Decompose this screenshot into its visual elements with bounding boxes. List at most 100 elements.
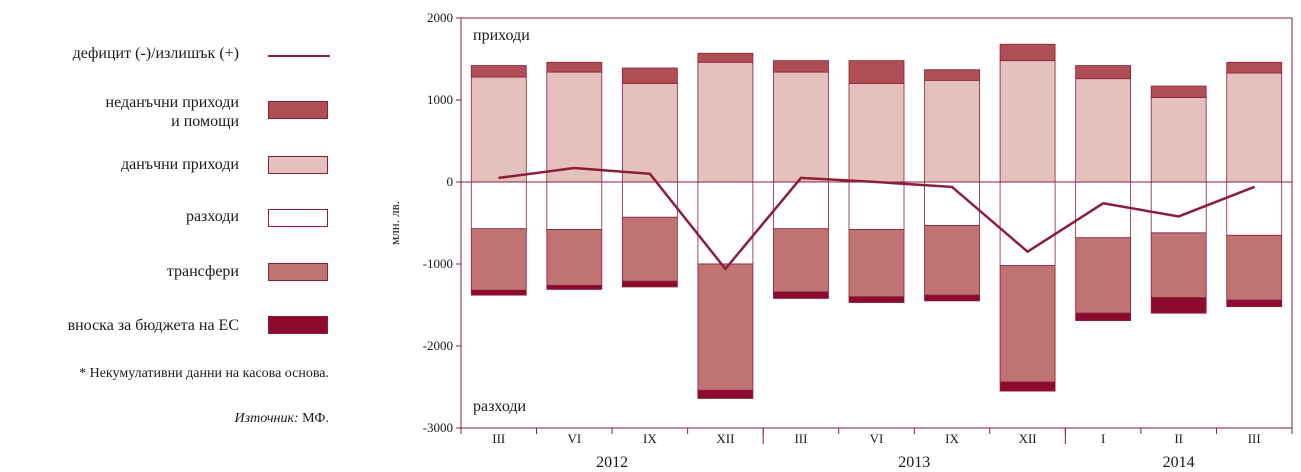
- y-tick-label: 2000: [427, 10, 453, 25]
- bar-tax: [999, 60, 1056, 183]
- footnote: * Некумулативни данни на касова основа.: [79, 366, 329, 381]
- bar-transfers: [773, 228, 829, 293]
- bar-nontax: [1150, 85, 1207, 98]
- line-point-deficit: [649, 173, 651, 175]
- bar-eu: [470, 289, 527, 296]
- bar-expenses: [621, 181, 678, 218]
- line-point-deficit: [951, 186, 953, 188]
- x-year-label: 2012: [596, 454, 628, 471]
- x-tick-label: XII: [716, 431, 734, 446]
- bar-eu: [773, 291, 829, 299]
- bar-eu: [546, 284, 603, 290]
- legend-swatch-nontax: [268, 101, 328, 119]
- bar-nontax: [470, 65, 527, 78]
- bar-expenses: [1226, 181, 1283, 236]
- x-tick-label: III: [1248, 431, 1261, 446]
- legend-swatch-transfers: [268, 263, 328, 281]
- y-tick-label: -2000: [423, 338, 453, 353]
- legend-swatch-tax: [268, 156, 328, 174]
- x-tick-label: VI: [567, 431, 581, 446]
- legend-swatch-expenses: [268, 209, 328, 227]
- x-tick-label: IX: [945, 431, 959, 446]
- bar-nontax: [1075, 65, 1132, 80]
- bar-eu: [697, 389, 754, 399]
- line-point-deficit: [497, 177, 500, 179]
- bar-eu: [1075, 312, 1132, 321]
- legend: дефицит (-)/излишък (+) неданъчни приход…: [0, 0, 345, 472]
- bar-eu: [924, 294, 980, 302]
- y-axis-title: млн. лв.: [387, 201, 402, 245]
- x-tick-label: XII: [1019, 431, 1037, 446]
- bar-tax: [1075, 78, 1132, 183]
- x-tick-label: II: [1174, 431, 1183, 446]
- x-tick-label: I: [1101, 431, 1105, 446]
- bar-expenses: [1075, 181, 1132, 239]
- bar-transfers: [1226, 234, 1283, 301]
- bar-eu: [621, 280, 678, 288]
- bar-eu: [1150, 297, 1207, 314]
- legend-swatch-eu: [268, 316, 328, 334]
- legend-line-deficit: [268, 55, 330, 57]
- legend-label-expenses: разходи: [185, 208, 239, 225]
- bar-tax: [924, 79, 980, 183]
- legend-label-tax: данъчни приходи: [120, 156, 239, 173]
- bar-transfers: [546, 229, 603, 286]
- bar-tax: [848, 83, 905, 183]
- bar-transfers: [999, 265, 1056, 383]
- bar-tax: [1226, 72, 1283, 183]
- line-point-deficit: [1253, 186, 1256, 188]
- bar-transfers: [1150, 232, 1207, 299]
- line-point-deficit: [724, 268, 727, 270]
- bar-expenses: [848, 181, 905, 230]
- bar-tax: [1150, 97, 1207, 183]
- source-line: Източник: МФ.: [235, 411, 329, 427]
- bar-nontax: [999, 43, 1056, 62]
- bar-nontax: [546, 61, 603, 73]
- x-tick-label: III: [794, 431, 807, 446]
- bar-transfers: [621, 216, 678, 282]
- line-point-deficit: [1102, 202, 1104, 205]
- bar-expenses: [546, 181, 603, 230]
- bar-transfers: [848, 229, 905, 298]
- bar-eu: [848, 296, 905, 303]
- bar-tax: [470, 76, 527, 183]
- bar-nontax: [1226, 61, 1283, 74]
- source-value: МФ.: [298, 411, 329, 426]
- line-point-deficit: [573, 167, 576, 169]
- legend-label-eu: вноска за бюджета на ЕС: [67, 317, 239, 334]
- line-point-deficit: [1026, 250, 1029, 253]
- bar-transfers: [470, 228, 527, 291]
- bar-eu: [999, 381, 1056, 392]
- legend-label-transfers: трансфери: [166, 263, 239, 280]
- bar-tax: [773, 71, 829, 183]
- y-tick-label: -3000: [423, 420, 453, 435]
- bar-expenses: [697, 181, 754, 265]
- bar-tax: [546, 71, 603, 183]
- x-tick-label: VI: [870, 431, 884, 446]
- line-point-deficit: [875, 181, 878, 183]
- x-year-label: 2013: [898, 454, 930, 471]
- annotation-revenue: приходи: [473, 27, 530, 44]
- bar-expenses: [773, 181, 829, 230]
- legend-label-nontax-line2: и помощи: [171, 113, 239, 130]
- y-tick-label: 1000: [427, 92, 453, 107]
- x-tick-label: IX: [643, 431, 657, 446]
- bar-tax: [621, 83, 678, 183]
- bar-nontax: [924, 69, 980, 81]
- y-tick-label: 0: [447, 174, 454, 189]
- line-point-deficit: [1177, 215, 1180, 218]
- legend-label-nontax-line1: неданъчни приходи: [105, 94, 239, 111]
- source-label: Източник:: [234, 411, 299, 426]
- bar-nontax: [848, 60, 905, 84]
- x-year-label: 2014: [1163, 454, 1195, 471]
- bar-expenses: [470, 181, 527, 230]
- bar-tax: [697, 61, 754, 183]
- bar-expenses: [1150, 181, 1207, 234]
- legend-label-deficit: дефицит (-)/излишък (+): [72, 45, 239, 62]
- bar-transfers: [697, 263, 754, 391]
- bar-nontax: [773, 60, 829, 73]
- bar-nontax: [621, 67, 678, 84]
- x-tick-label: III: [492, 431, 505, 446]
- annotation-expenses: разходи: [473, 398, 526, 415]
